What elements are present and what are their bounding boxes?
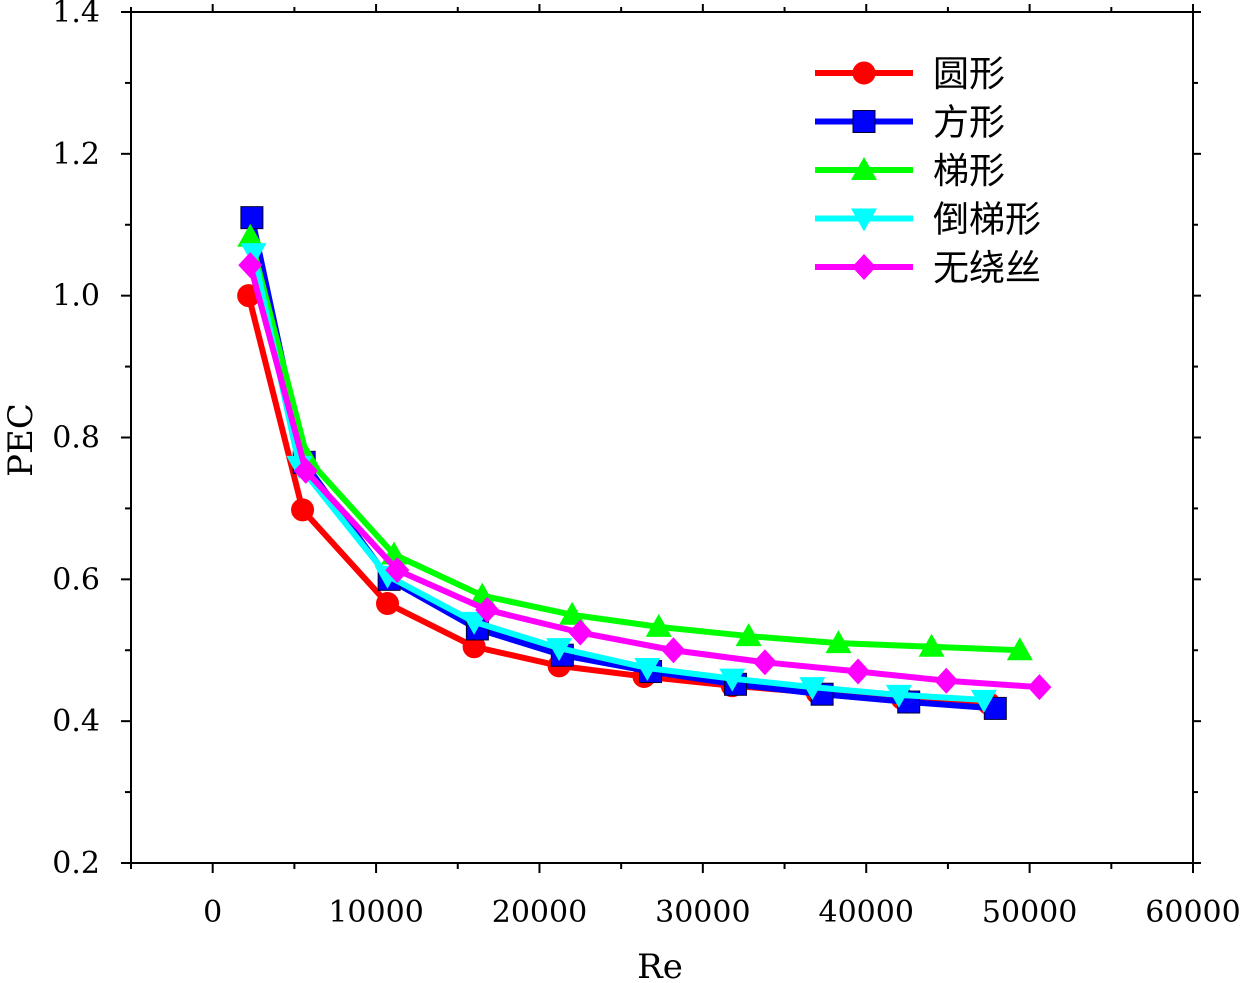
legend-marker [852, 110, 876, 133]
data-point [240, 206, 264, 230]
x-tick-label: 30000 [655, 895, 750, 930]
axis-ticks: 0 10000 20000 30000 40000 50000 60000 0.2 0.4 0.6… [52, 0, 1240, 930]
y-tick-label: 0.4 [52, 704, 100, 739]
legend-item-1: 方形 [815, 103, 1005, 144]
x-tick-label: 50000 [982, 895, 1077, 930]
x-tick-label: 0 [203, 895, 222, 930]
series-line [247, 236, 1020, 654]
data-point [238, 252, 263, 279]
data-point [1006, 637, 1033, 661]
y-tick-label: 1.2 [52, 137, 100, 172]
data-point [846, 658, 871, 685]
data-point [799, 677, 826, 701]
data-point [735, 623, 762, 647]
legend-item-3: 倒梯形 [815, 200, 1041, 241]
legend-label: 圆形 [933, 54, 1005, 95]
data-point [645, 613, 672, 637]
data-point [1027, 674, 1052, 701]
data-point [559, 601, 586, 625]
y-tick-label: 0.6 [52, 562, 100, 597]
x-tick-label: 40000 [819, 895, 914, 930]
data-point [291, 498, 315, 522]
data-point [475, 596, 500, 623]
x-tick-label: 60000 [1145, 895, 1240, 930]
series-layer [237, 206, 1052, 720]
data-point [546, 638, 573, 662]
legend-label: 梯形 [933, 151, 1005, 192]
data-point [918, 633, 945, 657]
data-point [237, 223, 264, 247]
series-4 [238, 252, 1052, 701]
data-point [825, 630, 852, 654]
data-point [752, 649, 777, 676]
legend-label: 无绕丝 [933, 248, 1041, 289]
y-tick-label: 0.2 [52, 846, 100, 881]
x-axis-title: Re [637, 947, 683, 983]
legend-marker [852, 254, 876, 280]
data-point [293, 457, 318, 484]
y-tick-label: 1.0 [52, 279, 100, 314]
series-line [250, 252, 985, 703]
legend-item-4: 无绕丝 [815, 248, 1041, 289]
x-tick-label: 20000 [492, 895, 587, 930]
data-point [376, 591, 400, 615]
data-point [970, 689, 997, 713]
data-point [634, 657, 661, 681]
y-tick-label: 1.4 [52, 0, 100, 30]
data-point [461, 611, 488, 635]
data-point [885, 684, 912, 708]
legend-label: 方形 [933, 103, 1005, 144]
series-line [247, 264, 1040, 691]
legend-item-2: 梯形 [815, 151, 1005, 192]
data-point [240, 243, 267, 267]
data-point [934, 667, 959, 694]
legend-item-0: 圆形 [815, 54, 1005, 95]
legend-marker [851, 208, 877, 232]
data-point [385, 557, 410, 584]
legend-label: 倒梯形 [933, 200, 1041, 241]
legend-marker [851, 157, 877, 180]
y-tick-label: 0.8 [52, 421, 100, 456]
data-point [568, 619, 593, 646]
legend-marker [852, 61, 876, 85]
data-point [661, 637, 686, 664]
y-axis-title: PEC [1, 403, 41, 477]
x-tick-label: 10000 [328, 895, 423, 930]
data-point [719, 668, 746, 692]
